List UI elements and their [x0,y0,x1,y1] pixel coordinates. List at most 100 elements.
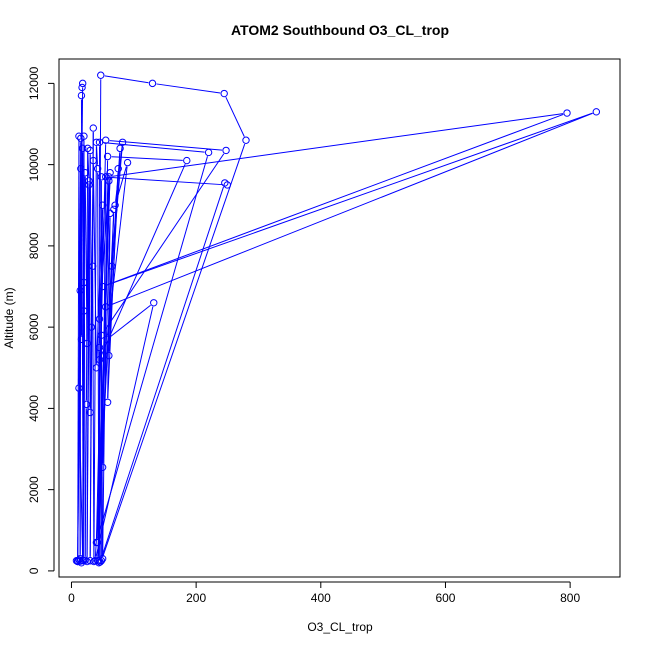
data-point [92,138,101,146]
data-point [88,262,97,270]
data-point [78,144,87,153]
data-point [74,557,82,565]
series-segment [106,112,593,286]
data-point [97,331,106,339]
data-point [95,343,104,352]
data-point [242,136,250,144]
data-point [103,152,112,161]
series-segment [109,304,151,338]
data-point [150,299,158,307]
data-point [95,315,104,323]
series-segment [95,306,154,557]
data-point [75,384,83,392]
x-tick-label: 200 [186,591,206,605]
series-segment [83,140,86,557]
series-segment [77,140,80,557]
data-point [95,559,103,567]
series-segment [225,96,245,137]
plot-frame [58,58,621,578]
data-point [105,351,113,360]
data-point [86,146,94,155]
data-point [114,164,122,173]
series-segment [102,160,109,555]
data-point [123,158,132,167]
series-segment [106,113,564,286]
data-point [76,286,84,295]
y-tick-label: 6000 [27,313,41,340]
y-axis-label: Altitude (m) [2,287,16,348]
data-point [98,555,107,563]
data-point [91,557,99,565]
series-segment [86,188,90,340]
data-point [78,83,86,92]
x-tick-label: 600 [435,591,455,605]
y-tick-label: 10000 [27,148,41,182]
series-segment [115,166,127,202]
data-point [103,335,111,344]
x-axis: 0 200 400 600 800 [68,581,580,605]
data-point [183,156,191,165]
data-point [78,79,87,88]
series-segment [100,164,186,357]
data-point [223,181,232,189]
data-point [98,463,107,472]
series-segment [96,146,98,165]
data-point [89,124,97,132]
data-point [80,278,88,287]
x-tick-label: 0 [68,591,75,605]
series-segment [112,113,564,177]
data-point [86,557,94,565]
series-segment [107,172,119,399]
data-point [220,89,228,98]
data-point [592,108,601,116]
data-point [89,156,97,165]
data-point [148,79,157,88]
data-point [105,173,113,181]
y-tick-label: 2000 [27,476,41,503]
data-point [92,364,101,372]
data-point [93,538,102,547]
series-segment [109,112,593,306]
data-point [83,339,91,348]
data-point [81,556,89,565]
data-point [93,557,102,565]
data-point [108,262,116,270]
y-tick-label: 12000 [27,66,41,100]
data-point [102,303,110,311]
data-point [77,164,85,173]
data-point [81,169,89,177]
data-point [103,398,112,407]
y-tick-label: 4000 [27,395,41,422]
data-point [98,201,107,209]
y-tick-label: 8000 [27,232,41,259]
series-segment [89,164,94,409]
data-point [110,205,118,214]
series-segment [85,152,89,401]
data-point [76,555,84,563]
x-axis-label: O3_CL_trop [307,620,373,634]
data-point [98,282,107,291]
series-segment [111,156,183,161]
x-tick-label: 400 [311,591,331,605]
series-segment [93,146,97,558]
data-point [222,146,230,155]
data-point [82,400,91,409]
data-point [77,335,86,344]
data-point [116,144,124,153]
data-point [106,169,114,177]
data-point [85,181,93,189]
series-segment [156,83,221,94]
series-segment [84,408,87,557]
data-point [105,177,113,185]
data-point [111,201,119,209]
data-point [118,138,127,146]
data-point [97,173,106,181]
series-segment [97,184,110,539]
series-segment [109,140,223,151]
data-point [83,144,92,153]
data-point [102,136,110,144]
series-segment [100,186,225,559]
series-segment [103,153,225,333]
y-axis: 0 2000 4000 6000 8000 10000 12000 [27,66,55,574]
y-tick-label: 0 [27,567,41,574]
